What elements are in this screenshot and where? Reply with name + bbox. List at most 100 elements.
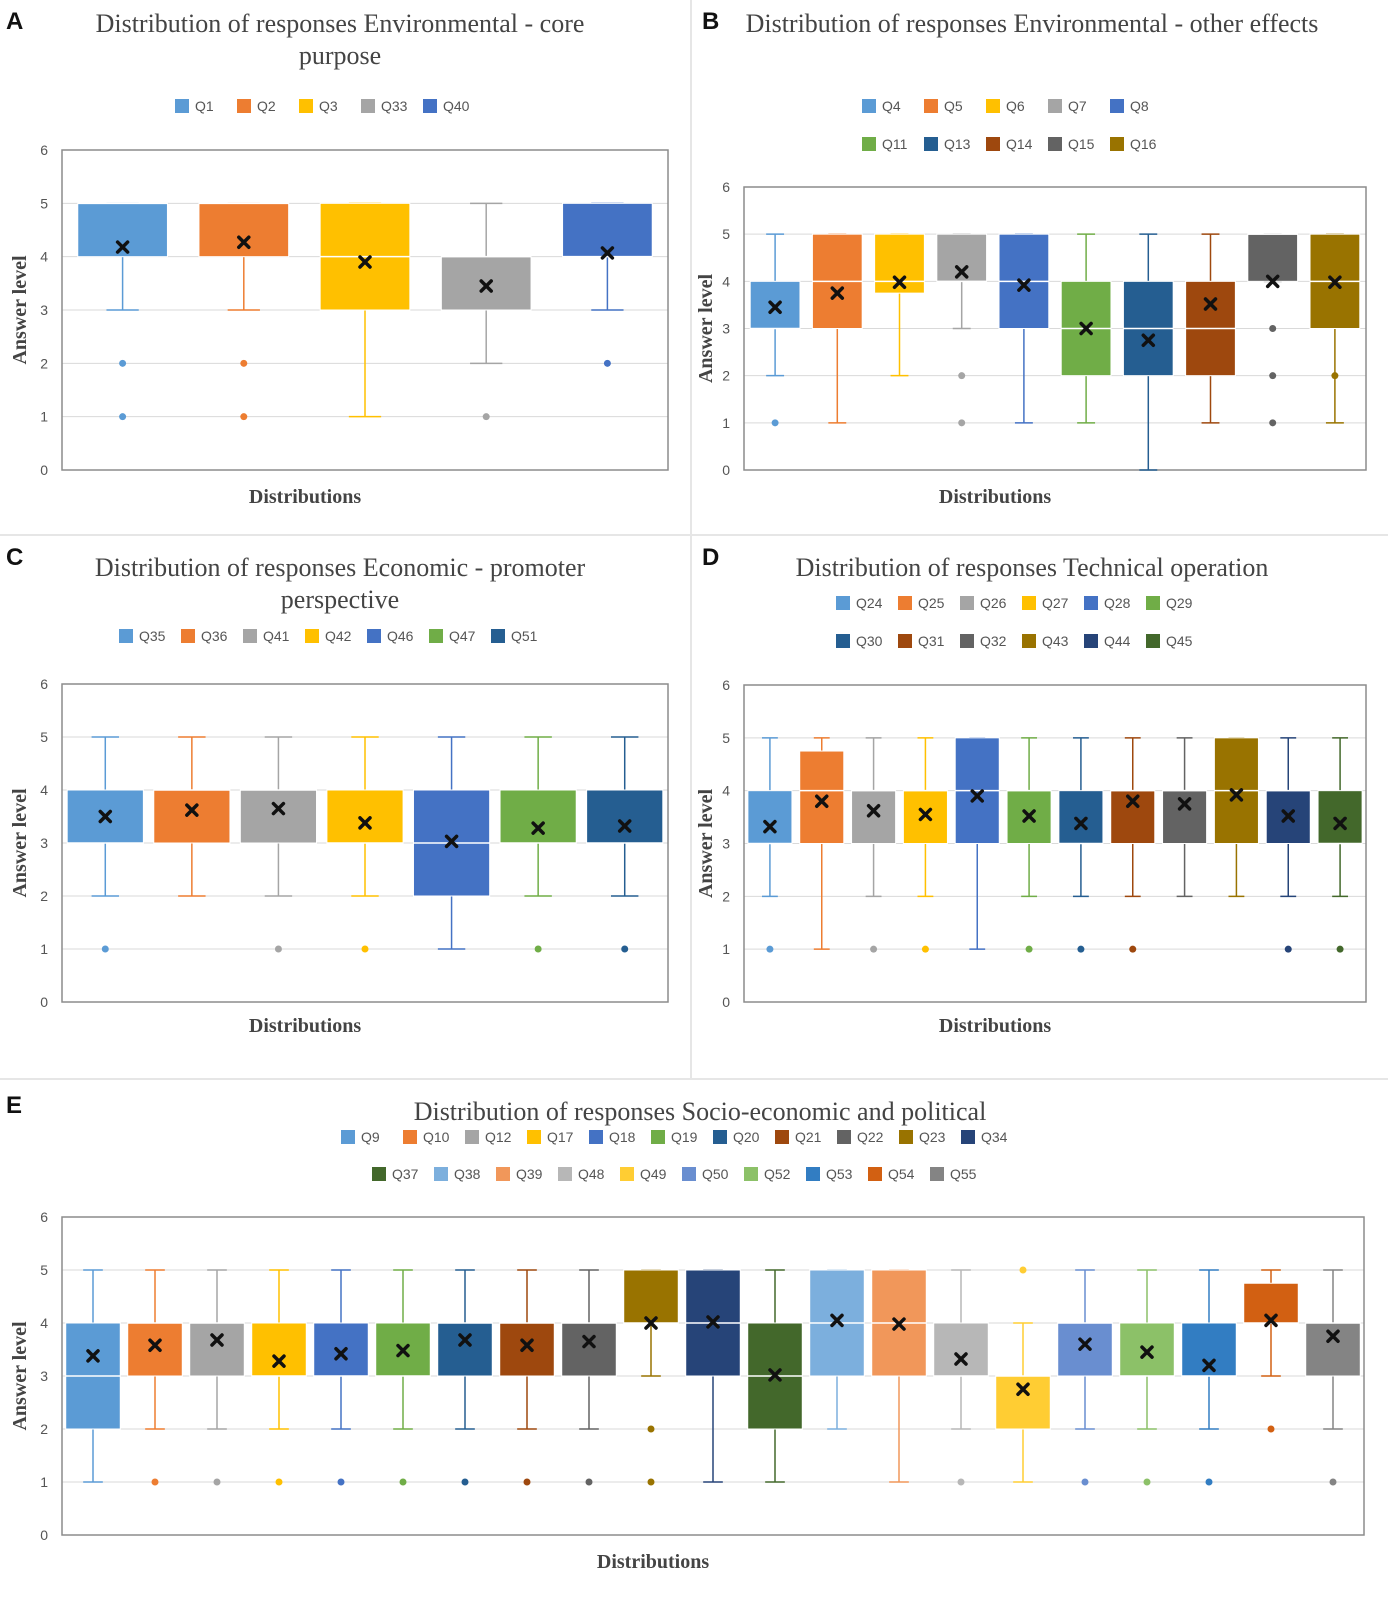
legend-swatch (960, 634, 974, 648)
legend-item: Q54 (868, 1166, 915, 1182)
legend-item: Q36 (181, 628, 228, 644)
mean-marker (1017, 278, 1031, 292)
legend-item: Q22 (837, 1129, 884, 1145)
y-tick-label: 2 (40, 888, 48, 904)
y-tick-label: 3 (40, 1368, 48, 1384)
legend-label: Q34 (981, 1129, 1008, 1145)
plot-frame (61, 149, 669, 471)
chart-panel-d: D Distribution of responses Technical op… (692, 536, 1388, 1078)
legend-label: Q6 (1006, 98, 1025, 114)
mean-marker (1022, 809, 1036, 823)
y-tick-label: 1 (40, 941, 48, 957)
mean-marker (830, 286, 845, 300)
mean-marker (479, 279, 493, 293)
box-q43 (1213, 737, 1259, 898)
legend-swatch (862, 137, 876, 151)
legend-swatch (1022, 596, 1036, 610)
legend-swatch (491, 629, 505, 643)
outlier-point (771, 419, 779, 427)
mean-marker (1229, 788, 1244, 802)
legend-item: Q34 (961, 1129, 1008, 1145)
outlier-point (1284, 945, 1292, 953)
mean-stroke (1126, 794, 1140, 808)
y-axis-title: Answer level (9, 788, 31, 897)
outlier-point (1269, 372, 1277, 380)
box-body (1317, 790, 1363, 845)
mean-marker (617, 819, 632, 833)
mean-stroke (1264, 1313, 1278, 1328)
legend-item: Q28 (1084, 595, 1131, 611)
outlier-point (585, 1478, 593, 1486)
mean-marker (358, 816, 372, 830)
y-tick-label: 2 (722, 368, 730, 384)
mean-stroke (954, 265, 969, 279)
legend-label: Q3 (319, 98, 338, 114)
box-q42 (326, 736, 404, 953)
y-tick-label: 1 (722, 415, 730, 431)
mean-marker (271, 801, 286, 816)
legend-item: Q31 (898, 633, 945, 649)
outlier-point (240, 359, 248, 367)
box-body (1057, 1322, 1113, 1377)
x-axis-title: Distributions (249, 486, 361, 508)
box-q19 (375, 1269, 431, 1486)
mean-marker (458, 1333, 472, 1347)
mean-marker (334, 1346, 348, 1361)
outlier-point (921, 945, 929, 953)
outlier-point (274, 945, 282, 953)
mean-marker (185, 803, 199, 817)
chart-title: Distribution of responses Environmental … (95, 9, 585, 70)
box-q22 (561, 1269, 617, 1486)
legend-swatch (1084, 596, 1098, 610)
outlier-point (1077, 945, 1085, 953)
legend-swatch (1110, 137, 1124, 151)
legend-label: Q10 (423, 1129, 450, 1145)
legend-item: Q21 (775, 1129, 822, 1145)
legend-label: Q33 (381, 98, 408, 114)
box-body (1181, 1322, 1237, 1377)
legend-label: Q40 (443, 98, 470, 114)
box-q13 (1122, 233, 1174, 471)
legend-swatch (836, 596, 850, 610)
mean-stroke (1074, 816, 1088, 831)
legend-item: Q20 (713, 1129, 760, 1145)
legend-swatch (1146, 596, 1160, 610)
legend-swatch (898, 596, 912, 610)
legend-item: Q45 (1146, 633, 1193, 649)
mean-stroke (1140, 1345, 1154, 1359)
box-body (499, 1322, 555, 1377)
legend-label: Q28 (1104, 595, 1131, 611)
outlier-point (621, 945, 629, 953)
mean-stroke (970, 789, 984, 803)
legend-swatch (361, 99, 375, 113)
mean-stroke (954, 1352, 968, 1366)
mean-stroke (768, 1368, 782, 1382)
y-tick-label: 5 (722, 730, 730, 746)
y-tick-label: 6 (40, 142, 48, 158)
panel-letter: E (6, 1092, 23, 1119)
outlier-point (119, 359, 127, 367)
legend-item: Q10 (403, 1129, 450, 1145)
legend-item: Q39 (496, 1166, 543, 1182)
legend-swatch (1048, 137, 1062, 151)
y-tick-label: 0 (40, 994, 48, 1010)
outlier-point (958, 419, 966, 427)
legend-swatch (986, 99, 1000, 113)
legend-item: Q4 (862, 98, 901, 114)
legend-swatch (924, 99, 938, 113)
outlier-point (1025, 945, 1033, 953)
y-tick-label: 2 (40, 1421, 48, 1437)
box-q45 (1317, 737, 1363, 953)
legend-label: Q35 (139, 628, 166, 644)
box-plot-c: Q35 Q36 Q41 Q42 Q46 Q47 Q51 0 1 2 3 4 5 6 Distribution… (9, 628, 669, 1037)
y-tick-label: 4 (40, 249, 48, 265)
box-body (440, 256, 532, 311)
legend-label: Q15 (1068, 136, 1095, 152)
legend-swatch (775, 1130, 789, 1144)
mean-marker (1328, 275, 1342, 290)
outlier-point (337, 1478, 345, 1486)
legend-swatch (713, 1130, 727, 1144)
mean-stroke (1333, 816, 1347, 831)
legend-item: Q33 (361, 98, 408, 114)
legend-item: Q40 (423, 98, 470, 114)
